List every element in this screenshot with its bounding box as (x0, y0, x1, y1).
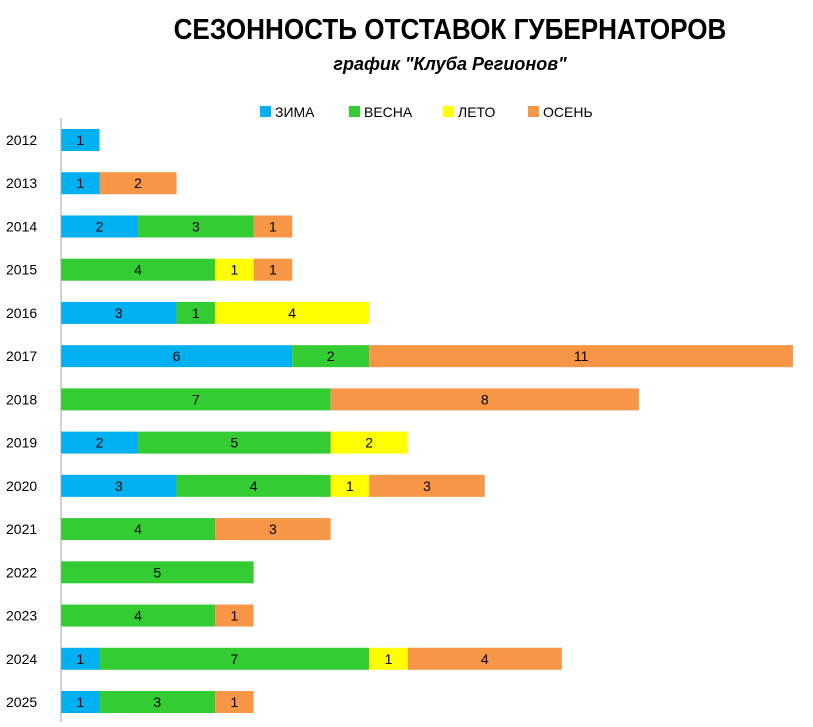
data-label: 1 (230, 608, 238, 624)
bar-segment (61, 647, 100, 670)
legend-swatch (260, 106, 271, 117)
legend-label: ЗИМА (275, 104, 315, 120)
data-label: 1 (269, 262, 277, 278)
data-label: 1 (76, 175, 84, 191)
bar-segment (61, 388, 331, 411)
data-label: 3 (423, 478, 431, 494)
data-label: 1 (76, 694, 84, 710)
bar-segment (330, 431, 408, 454)
data-label: 2 (365, 435, 373, 451)
data-label: 3 (269, 521, 277, 537)
data-label: 8 (481, 391, 489, 407)
data-label: 1 (346, 478, 354, 494)
data-label: 1 (76, 132, 84, 148)
legend-label: ЛЕТО (458, 104, 495, 120)
y-tick-label: 2012 (6, 132, 37, 148)
data-label: 3 (115, 478, 123, 494)
data-label: 1 (385, 651, 393, 667)
y-tick-label: 2015 (6, 262, 37, 278)
bar-segment (176, 474, 331, 497)
data-label: 1 (230, 694, 238, 710)
bar-segment (99, 172, 177, 195)
data-label: 4 (288, 305, 296, 321)
data-label: 1 (269, 218, 277, 234)
chart-title: СЕЗОННОСТЬ ОТСТАВОК ГУБЕРНАТОРОВ (173, 14, 727, 46)
y-tick-label: 2018 (6, 391, 37, 407)
y-tick-label: 2019 (6, 435, 37, 451)
data-label: 5 (153, 564, 161, 580)
bar-segment (253, 215, 293, 238)
bar-segment (61, 172, 100, 195)
data-label: 2 (96, 435, 104, 451)
bar-segment (330, 388, 639, 411)
data-label: 1 (192, 305, 200, 321)
bar-segment (61, 518, 216, 541)
legend-label: ВЕСНА (364, 104, 413, 120)
y-tick-label: 2025 (6, 694, 37, 710)
y-tick-label: 2013 (6, 175, 37, 191)
y-tick-label: 2014 (6, 218, 37, 234)
data-label: 2 (96, 218, 104, 234)
bar-segment (215, 301, 370, 324)
bar-segment (61, 431, 139, 454)
y-tick-label: 2016 (6, 305, 37, 321)
legend-swatch (443, 106, 454, 117)
bar-segment (292, 345, 370, 368)
data-label: 4 (134, 521, 142, 537)
data-label: 1 (230, 262, 238, 278)
data-label: 3 (153, 694, 161, 710)
legend-label: ОСЕНЬ (543, 104, 593, 120)
data-label: 2 (134, 175, 142, 191)
chart-subtitle: график "Клуба Регионов" (333, 54, 567, 74)
bar-segment (176, 301, 216, 324)
bar-segment (61, 474, 177, 497)
bar-segment (99, 691, 216, 713)
y-tick-label: 2024 (6, 651, 37, 667)
data-label: 4 (134, 608, 142, 624)
bar-segment (215, 518, 331, 541)
bar-segment (215, 604, 254, 627)
data-label: 3 (192, 218, 200, 234)
data-label: 11 (574, 348, 589, 364)
bar-segment (138, 431, 331, 454)
bar-segment (407, 647, 562, 670)
legend-swatch (349, 106, 360, 117)
bar-segment (61, 691, 100, 713)
bar-segment (369, 345, 793, 368)
bar-segment (330, 474, 370, 497)
y-tick-label: 2022 (6, 564, 37, 580)
bar-segment (61, 129, 100, 151)
bar-segment (99, 647, 370, 670)
bar-segment (369, 647, 408, 670)
data-label: 4 (250, 478, 258, 494)
bar-segment (215, 258, 254, 281)
bar-segment (61, 258, 216, 281)
bar-segment (61, 604, 216, 627)
y-tick-label: 2017 (6, 348, 37, 364)
bar-segment (253, 258, 293, 281)
data-label: 6 (173, 348, 181, 364)
bar-segment (369, 474, 485, 497)
bar-segment (138, 215, 254, 238)
y-tick-label: 2020 (6, 478, 37, 494)
data-label: 4 (134, 262, 142, 278)
legend-swatch (528, 106, 539, 117)
data-label: 2 (327, 348, 335, 364)
y-tick-label: 2023 (6, 608, 37, 624)
y-tick-label: 2021 (6, 521, 37, 537)
bar-segment (215, 691, 254, 713)
bar-segment (61, 345, 293, 368)
data-label: 5 (230, 435, 238, 451)
data-label: 4 (481, 651, 489, 667)
data-label: 1 (76, 651, 84, 667)
data-label: 3 (115, 305, 123, 321)
bar-segment (61, 215, 139, 238)
bar-segment (61, 301, 177, 324)
bar-segment (61, 561, 254, 584)
data-label: 7 (192, 391, 200, 407)
data-label: 7 (230, 651, 238, 667)
